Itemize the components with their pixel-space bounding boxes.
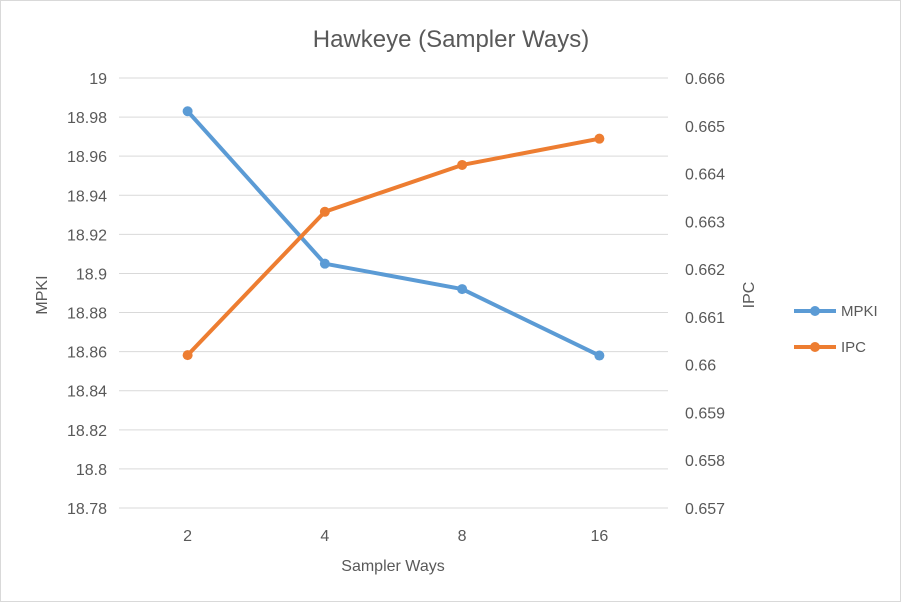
gridlines (119, 77, 668, 509)
data-point-mpki (319, 258, 330, 269)
left-tick-label: 18.82 (67, 423, 107, 440)
x-tick-label: 2 (183, 528, 192, 545)
left-tick-label: 18.9 (76, 266, 107, 283)
x-tick-label: 16 (590, 528, 608, 545)
series-layer (182, 106, 605, 361)
right-axis-ticks: 0.657 0.658 0.659 0.66 0.661 0.662 0.663 0.664 0… (685, 71, 725, 518)
legend-label-ipc: IPC (841, 339, 866, 356)
left-tick-label: 18.84 (67, 384, 107, 401)
right-tick-label: 0.66 (685, 358, 716, 375)
right-tick-label: 0.662 (685, 262, 725, 279)
left-tick-label: 18.96 (67, 149, 107, 166)
left-axis-ticks: 18.78 18.8 18.82 18.84 18.86 18.88 18.9 18.92 18… (67, 71, 107, 518)
x-tick-label: 4 (320, 528, 329, 545)
left-axis-label: MPKI (34, 275, 51, 314)
data-point-ipc (319, 206, 330, 217)
left-tick-label: 18.8 (76, 462, 107, 479)
right-tick-label: 0.663 (685, 214, 725, 231)
legend-label-mpki: MPKI (841, 303, 878, 320)
right-tick-label: 0.659 (685, 405, 725, 422)
right-tick-label: 0.657 (685, 501, 725, 518)
chart-title: Hawkeye (Sampler Ways) (313, 26, 590, 53)
data-point-mpki (457, 284, 468, 295)
left-tick-label: 18.98 (67, 110, 107, 127)
right-tick-label: 0.661 (685, 310, 725, 327)
right-tick-label: 0.664 (685, 167, 725, 184)
series-line-mpki (185, 109, 602, 358)
series-line-ipc (185, 136, 602, 358)
left-tick-label: 18.88 (67, 306, 107, 323)
legend-marker-mpki (810, 306, 820, 316)
legend-marker-ipc (810, 342, 820, 352)
data-point-mpki (182, 106, 193, 117)
x-axis-label: Sampler Ways (341, 558, 444, 575)
right-tick-label: 0.666 (685, 71, 725, 88)
left-tick-label: 18.92 (67, 227, 107, 244)
data-point-ipc (457, 159, 468, 170)
right-tick-label: 0.665 (685, 119, 725, 136)
data-point-ipc (594, 133, 605, 144)
data-point-mpki (594, 350, 605, 361)
legend: MPKI IPC (794, 303, 878, 356)
left-tick-label: 18.94 (67, 188, 107, 205)
data-point-ipc (182, 350, 193, 361)
x-tick-label: 8 (458, 528, 467, 545)
right-tick-label: 0.658 (685, 453, 725, 470)
left-tick-label: 19 (89, 71, 107, 88)
left-tick-label: 18.78 (67, 501, 107, 518)
left-tick-label: 18.86 (67, 345, 107, 362)
x-axis-ticks: 2 4 8 16 (183, 528, 608, 545)
right-axis-label: IPC (741, 282, 758, 309)
